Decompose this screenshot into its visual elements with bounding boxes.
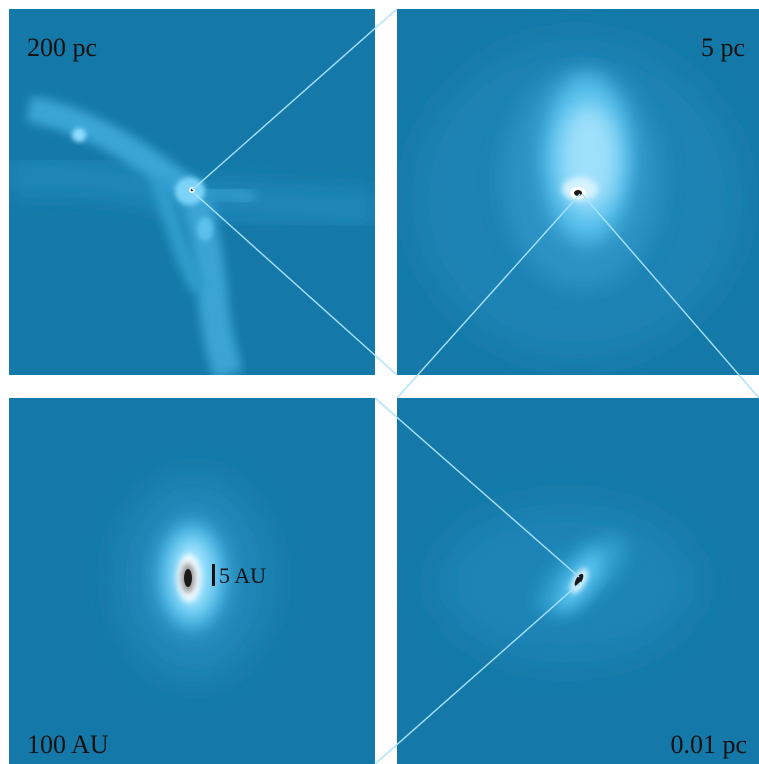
clump (72, 128, 86, 142)
protostar-core (184, 569, 192, 587)
panel-0.01pc: 0.01 pc (397, 398, 759, 764)
panel-5pc: 5 pc (397, 9, 759, 375)
inner-scale-bar: 5 AU (212, 564, 266, 587)
density-map-200pc (9, 9, 375, 375)
scale-label-200pc: 200 pc (27, 33, 98, 62)
scale-bar (212, 564, 215, 586)
density-map-100au (9, 398, 375, 764)
density-map-0.01pc (397, 398, 759, 764)
dense-core (574, 190, 582, 196)
panel-200pc: 200 pc (9, 9, 375, 375)
panel-100au: 100 AU 5 AU (9, 398, 375, 764)
inner-scale-label: 5 AU (219, 563, 267, 588)
scale-label-0.01pc: 0.01 pc (670, 730, 747, 759)
density-map-5pc (397, 9, 759, 375)
scale-label-100au: 100 AU (27, 730, 109, 759)
scale-label-5pc: 5 pc (700, 33, 745, 62)
